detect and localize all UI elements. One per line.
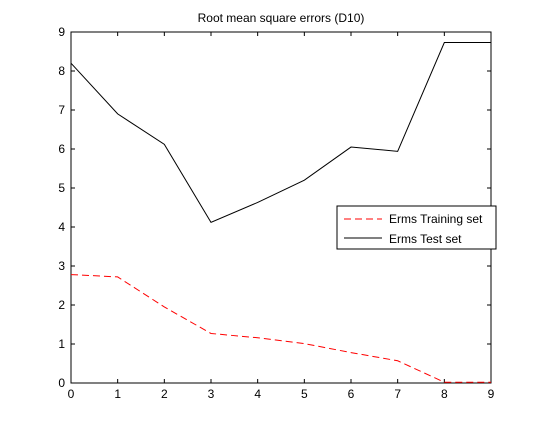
y-tick-label: 6	[58, 142, 65, 156]
y-tick-label: 0	[58, 376, 65, 390]
x-tick-label: 4	[254, 387, 261, 401]
series-line-test	[70, 42, 491, 223]
x-tick-label: 7	[394, 387, 401, 401]
y-tick-label: 5	[58, 181, 65, 195]
legend-label-test: Erms Test set	[389, 232, 462, 246]
legend-box	[336, 205, 497, 250]
x-tick-label: 2	[161, 387, 168, 401]
x-tick-label: 0	[68, 387, 75, 401]
chart-title: Root mean square errors (D10)	[198, 11, 365, 25]
y-tick-label: 2	[58, 298, 65, 312]
x-tick-label: 3	[208, 387, 215, 401]
x-tick-label: 8	[441, 387, 448, 401]
y-tick-label: 9	[58, 25, 65, 39]
x-tick-label: 9	[488, 387, 495, 401]
x-tick-label: 6	[348, 387, 355, 401]
y-tick-label: 4	[58, 220, 65, 234]
legend-label-training: Erms Training set	[389, 212, 483, 226]
series-lines	[70, 42, 491, 383]
y-tick-label: 8	[58, 64, 65, 78]
x-tick-label: 5	[301, 387, 308, 401]
x-tick-label: 1	[114, 387, 121, 401]
y-tick-label: 7	[58, 103, 65, 117]
axes: 0 1 2 3 4 5 6 7 8 9 0 1 2 3 4 5 6 7 8 9	[58, 25, 494, 401]
legend: Erms Training set Erms Test set	[336, 205, 497, 250]
series-line-training	[70, 274, 491, 383]
y-tick-label: 1	[58, 337, 65, 351]
y-tick-label: 3	[58, 259, 65, 273]
